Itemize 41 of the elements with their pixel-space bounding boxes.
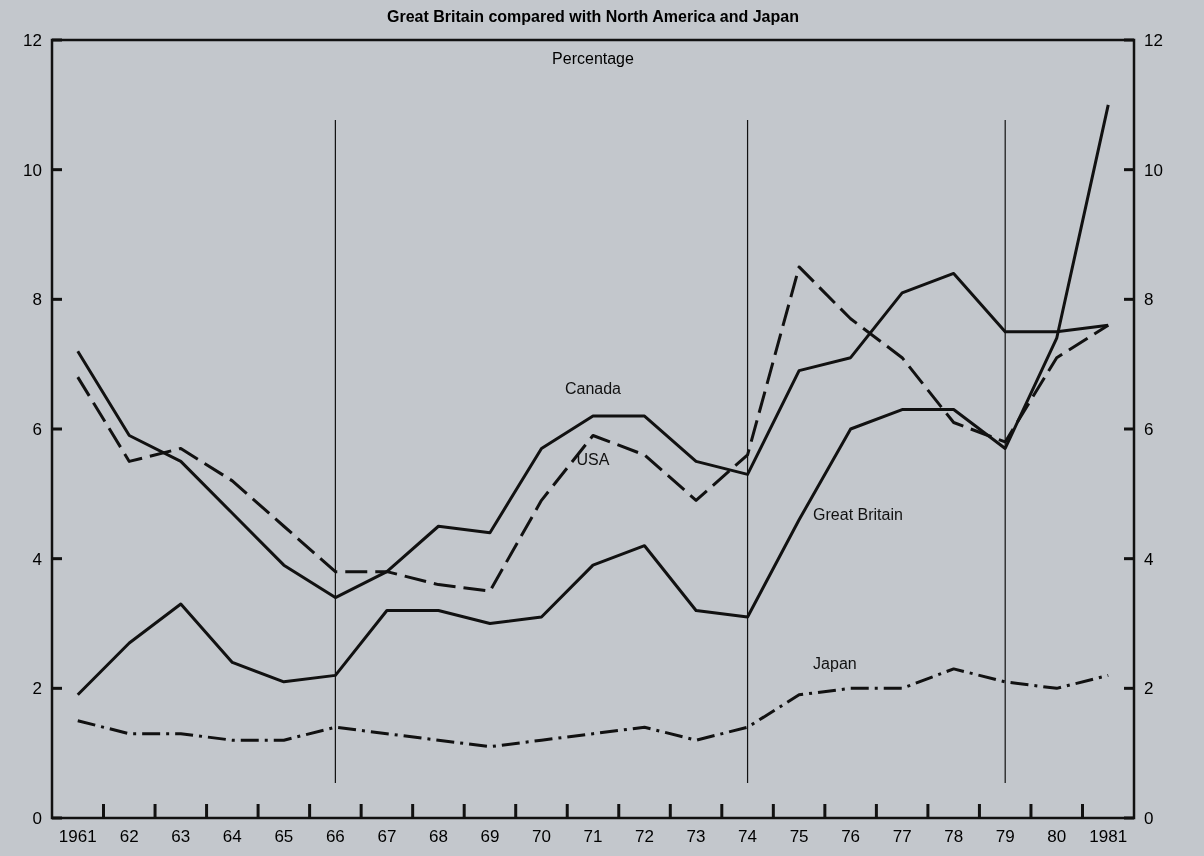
x-tick-label: 67 [377,827,397,846]
annotation: Percentage [552,50,635,67]
y2-tick-label: 10 [1144,160,1163,180]
x-tick-label: 79 [995,827,1015,846]
series-label: USA [576,451,610,469]
x-tick-label: 75 [789,827,809,846]
y-tick-label: 2 [32,679,42,699]
y-tick-label: 10 [23,160,42,180]
x-tick-label: 78 [944,827,964,846]
x-tick-label: 69 [480,827,500,846]
y2-tick-label: 12 [1144,30,1163,50]
y2-tick-label: 2 [1144,679,1154,699]
y2-tick-label: 0 [1144,808,1154,828]
x-tick-label: 1981 [1089,827,1128,846]
y2-tick-label: 6 [1144,419,1154,439]
y-tick-label: 4 [32,549,42,569]
x-tick-label: 76 [841,827,861,846]
x-tick-label: 77 [892,827,912,846]
x-tick-label: 62 [119,827,139,846]
x-tick-label: 73 [686,827,706,846]
x-tick-label: 68 [428,827,448,846]
y2-tick-label: 8 [1144,290,1154,310]
x-tick-label: 64 [222,827,242,846]
y-tick-label: 8 [32,290,42,310]
chart-title: Great Britain compared with North America and Japan [387,8,799,25]
x-tick-label: 66 [325,827,345,846]
x-tick-label: 1961 [58,827,97,846]
x-tick-label: 65 [274,827,294,846]
x-tick-label: 71 [583,827,603,846]
series-label: Japan [813,654,857,672]
y-tick-label: 0 [32,808,42,828]
x-tick-label: 72 [635,827,654,846]
x-tick-label: 63 [171,827,191,846]
y-tick-label: 6 [32,419,42,439]
x-tick-label: 80 [1047,827,1067,846]
series-label: Canada [564,380,622,398]
x-tick-label: 74 [738,827,758,846]
y-tick-label: 12 [23,30,42,50]
series-label: Great Britain [813,505,903,523]
x-tick-label: 70 [532,827,551,846]
y2-tick-label: 4 [1144,549,1154,569]
